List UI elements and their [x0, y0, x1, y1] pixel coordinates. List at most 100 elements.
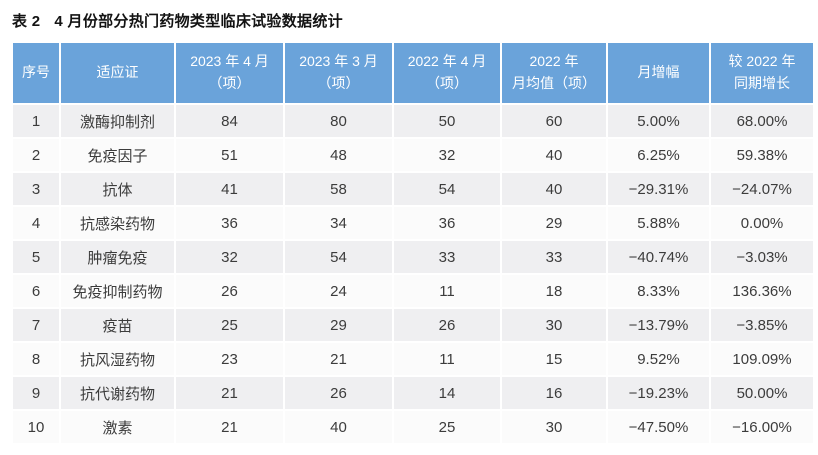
data-cell: 抗代谢药物 [61, 377, 174, 409]
data-cell: 30 [502, 411, 606, 443]
table-row: 2 免疫因子 51 48 32 40 6.25% 59.38% [13, 139, 813, 171]
header-line: （项） [317, 75, 360, 91]
header-cell-indication: 适应证 [61, 43, 174, 103]
data-cell: 抗体 [61, 173, 174, 205]
header-line: 2022 年 [529, 53, 579, 70]
data-cell: 29 [502, 207, 606, 239]
data-cell: 21 [285, 343, 392, 375]
data-cell: 59.38% [711, 139, 813, 171]
page: 表 2 4 月份部分热门药物类型临床试验数据统计 序号 适应证 2023 年 4 … [12, 10, 818, 443]
header-line: （项） [208, 75, 251, 91]
data-cell: 29 [285, 309, 392, 341]
data-cell: 2 [13, 139, 59, 171]
data-cell: 18 [502, 275, 606, 307]
data-cell: −40.74% [608, 241, 709, 273]
table-row: 1 激酶抑制剂 84 80 50 60 5.00% 68.00% [13, 105, 813, 137]
data-cell: −47.50% [608, 411, 709, 443]
data-cell: 60 [502, 105, 606, 137]
data-cell: 26 [176, 275, 283, 307]
header-line: 2023 年 4 月 [190, 53, 269, 70]
data-cell: 26 [394, 309, 500, 341]
data-cell: 14 [394, 377, 500, 409]
data-cell: 9 [13, 377, 59, 409]
table-row: 7 疫苗 25 29 26 30 −13.79% −3.85% [13, 309, 813, 341]
data-cell: 32 [176, 241, 283, 273]
data-cell: 8.33% [608, 275, 709, 307]
header-row: 序号 适应证 2023 年 4 月 （项） 2023 年 3 月 （项） 2022 … [13, 43, 813, 103]
data-cell: 5 [13, 241, 59, 273]
data-cell: 4 [13, 207, 59, 239]
data-cell: 80 [285, 105, 392, 137]
data-cell: 6 [13, 275, 59, 307]
data-cell: 40 [502, 139, 606, 171]
data-cell: 免疫因子 [61, 139, 174, 171]
data-cell: 11 [394, 275, 500, 307]
data-cell: 36 [394, 207, 500, 239]
data-cell: 84 [176, 105, 283, 137]
table-caption: 表 2 4 月份部分热门药物类型临床试验数据统计 [12, 10, 818, 31]
header-line: 序号 [22, 64, 50, 81]
data-cell: 50.00% [711, 377, 813, 409]
table-row: 6 免疫抑制药物 26 24 11 18 8.33% 136.36% [13, 275, 813, 307]
header-line: 同期增长 [734, 75, 790, 91]
data-cell: 32 [394, 139, 500, 171]
header-line: 较 2022 年 [728, 53, 796, 70]
data-cell: 0.00% [711, 207, 813, 239]
data-cell: 33 [502, 241, 606, 273]
data-cell: 16 [502, 377, 606, 409]
table-row: 10 激素 21 40 25 30 −47.50% −16.00% [13, 411, 813, 443]
data-cell: 68.00% [711, 105, 813, 137]
data-cell: 抗感染药物 [61, 207, 174, 239]
header-line: 月均值（项） [512, 75, 596, 91]
data-cell: 肿瘤免疫 [61, 241, 174, 273]
data-cell: 21 [176, 411, 283, 443]
data-cell: 激酶抑制剂 [61, 105, 174, 137]
data-cell: 136.36% [711, 275, 813, 307]
header-line: 适应证 [96, 64, 139, 81]
header-line: （项） [426, 75, 468, 91]
data-cell: 8 [13, 343, 59, 375]
data-cell: 26 [285, 377, 392, 409]
data-cell: 25 [394, 411, 500, 443]
data-cell: 58 [285, 173, 392, 205]
table-caption-text: 4 月份部分热门药物类型临床试验数据统计 [54, 13, 343, 30]
data-cell: 抗风湿药物 [61, 343, 174, 375]
data-cell: 36 [176, 207, 283, 239]
data-cell: 疫苗 [61, 309, 174, 341]
data-cell: 25 [176, 309, 283, 341]
data-cell: 50 [394, 105, 500, 137]
header-cell-serial: 序号 [13, 43, 59, 103]
table-row: 3 抗体 41 58 54 40 −29.31% −24.07% [13, 173, 813, 205]
data-cell: 9.52% [608, 343, 709, 375]
data-cell: 23 [176, 343, 283, 375]
table-row: 5 肿瘤免疫 32 54 33 33 −40.74% −3.03% [13, 241, 813, 273]
data-cell: −13.79% [608, 309, 709, 341]
header-cell-2023-03: 2023 年 3 月 （项） [285, 43, 392, 103]
data-cell: 40 [502, 173, 606, 205]
data-cell: 30 [502, 309, 606, 341]
data-cell: 6.25% [608, 139, 709, 171]
table-row: 9 抗代谢药物 21 26 14 16 −19.23% 50.00% [13, 377, 813, 409]
data-cell: 40 [285, 411, 392, 443]
data-cell: 激素 [61, 411, 174, 443]
table-row: 4 抗感染药物 36 34 36 29 5.88% 0.00% [13, 207, 813, 239]
data-cell: 免疫抑制药物 [61, 275, 174, 307]
data-cell: 11 [394, 343, 500, 375]
data-cell: −3.03% [711, 241, 813, 273]
data-cell: −19.23% [608, 377, 709, 409]
data-cell: 10 [13, 411, 59, 443]
data-cell: 7 [13, 309, 59, 341]
data-cell: 3 [13, 173, 59, 205]
data-cell: 15 [502, 343, 606, 375]
data-cell: 5.00% [608, 105, 709, 137]
data-cell: −3.85% [711, 309, 813, 341]
data-cell: −24.07% [711, 173, 813, 205]
header-line: 2022 年 4 月 [407, 53, 487, 70]
data-cell: 51 [176, 139, 283, 171]
data-cell: 41 [176, 173, 283, 205]
header-cell-2022-04: 2022 年 4 月 （项） [394, 43, 500, 103]
header-cell-2022-monthly-avg: 2022 年月均值（项） [502, 43, 606, 103]
data-cell: 34 [285, 207, 392, 239]
header-cell-yoy-growth: 较 2022 年同期增长 [711, 43, 813, 103]
data-cell: 54 [394, 173, 500, 205]
